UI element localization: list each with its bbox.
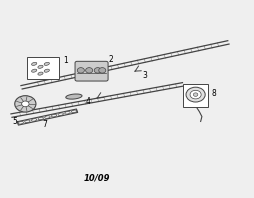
Circle shape [185, 87, 204, 102]
Bar [26, 57, 59, 79]
Circle shape [22, 101, 29, 107]
Text: 7: 7 [42, 120, 46, 129]
Ellipse shape [66, 94, 82, 99]
Text: 8: 8 [211, 89, 216, 98]
Bar [182, 84, 208, 107]
Ellipse shape [38, 72, 43, 75]
Circle shape [189, 90, 200, 99]
Circle shape [193, 93, 197, 96]
Circle shape [94, 68, 101, 73]
Circle shape [85, 68, 92, 73]
Text: 10/09: 10/09 [84, 173, 110, 182]
Text: 3: 3 [142, 70, 147, 80]
Text: 5: 5 [12, 117, 17, 126]
Ellipse shape [38, 65, 43, 68]
Circle shape [98, 68, 105, 73]
Ellipse shape [44, 62, 49, 65]
Circle shape [77, 68, 84, 73]
Ellipse shape [44, 69, 49, 72]
Text: 2: 2 [108, 55, 113, 64]
Text: 1: 1 [63, 56, 68, 65]
Ellipse shape [31, 69, 37, 72]
FancyBboxPatch shape [75, 61, 108, 81]
Circle shape [15, 96, 36, 112]
Ellipse shape [31, 62, 37, 65]
Text: 4: 4 [86, 97, 90, 106]
